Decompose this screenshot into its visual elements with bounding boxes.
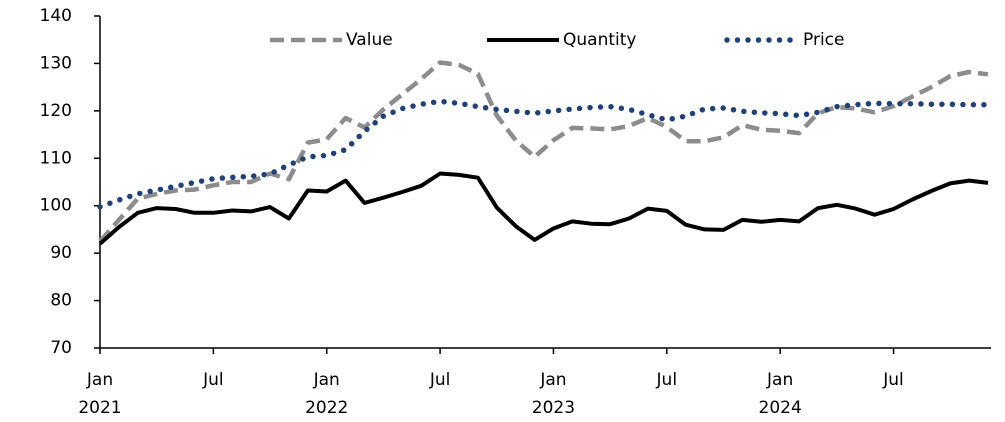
y-tick-label: 100 <box>40 196 72 216</box>
x-tick-label: Jan 2024 <box>758 370 802 418</box>
legend-label: Quantity <box>563 30 636 50</box>
y-tick-label: 90 <box>50 243 72 263</box>
x-tick-label: Jan 2022 <box>305 370 349 418</box>
x-tick-label: Jul <box>203 370 224 390</box>
x-tick-label: Jan 2021 <box>78 370 122 418</box>
y-tick-label: 120 <box>40 101 72 121</box>
line-series <box>97 98 991 210</box>
legend-label: Price <box>803 30 844 50</box>
y-tick-label: 80 <box>50 291 72 311</box>
x-tick-label: Jul <box>429 370 451 390</box>
y-tick-label: 110 <box>40 148 72 168</box>
line-series <box>98 60 989 243</box>
y-tick-label: 140 <box>40 6 72 26</box>
y-tick-label: 70 <box>50 338 72 358</box>
x-tick-label: Jan 2023 <box>531 370 576 418</box>
x-tick-label: Jul <box>656 370 678 390</box>
x-tick-label: Jul <box>883 370 904 390</box>
legend-label: Value <box>346 30 393 50</box>
line-series <box>98 171 989 246</box>
y-tick-label: 130 <box>40 53 72 73</box>
